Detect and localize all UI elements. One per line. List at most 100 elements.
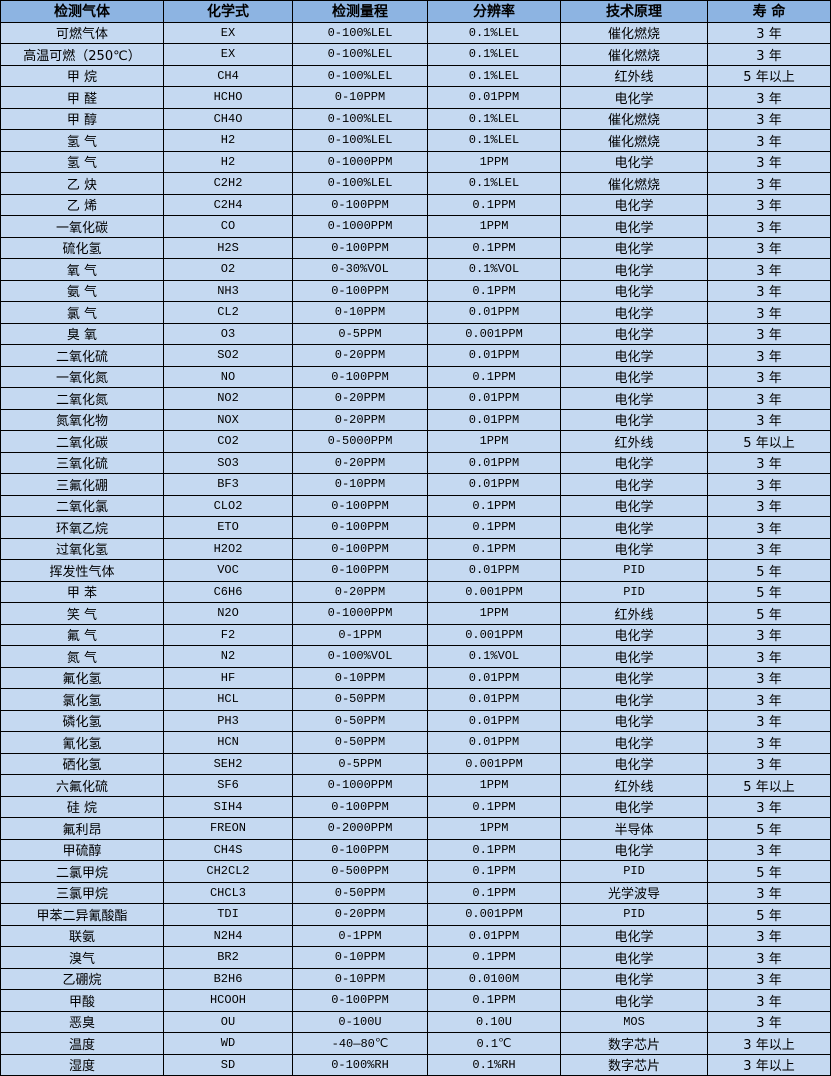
cell-lifespan: 3 年 (707, 258, 831, 281)
cell-formula: C6H6 (163, 580, 293, 603)
cell-principle: 电化学 (560, 688, 708, 711)
cell-formula: TDI (163, 903, 293, 926)
table-row: 臭 氧 O3 0-5PPM 0.001PPM 电化学 3 年 (0, 322, 831, 345)
cell-gas: 二氧化氯 (0, 494, 164, 517)
cell-resolution: 0.01PPM (427, 473, 561, 496)
cell-lifespan: 3 年 (707, 322, 831, 345)
header-range: 检测量程 (292, 0, 428, 23)
cell-principle: 电化学 (560, 752, 708, 775)
table-row: 氮 气 N2 0-100%VOL 0.1%VOL 电化学 3 年 (0, 645, 831, 668)
cell-range: 0-10PPM (292, 473, 428, 496)
cell-gas: 过氧化氢 (0, 537, 164, 560)
cell-formula: SO3 (163, 451, 293, 474)
cell-lifespan: 3 年 (707, 967, 831, 990)
cell-formula: H2O2 (163, 537, 293, 560)
cell-lifespan: 3 年 (707, 666, 831, 689)
cell-lifespan: 3 年 (707, 795, 831, 818)
table-row: 氟利昂 FREON 0-2000PPM 1PPM 半导体 5 年 (0, 817, 831, 840)
cell-principle: 催化燃烧 (560, 43, 708, 66)
cell-lifespan: 3 年 (707, 129, 831, 152)
table-row: 一氧化碳 CO 0-1000PPM 1PPM 电化学 3 年 (0, 215, 831, 238)
cell-resolution: 0.1%LEL (427, 107, 561, 130)
cell-resolution: 0.001PPM (427, 752, 561, 775)
cell-principle: 电化学 (560, 344, 708, 367)
cell-gas: 温度 (0, 1032, 164, 1055)
table-row: 恶臭 OU 0-100U 0.10U MOS 3 年 (0, 1010, 831, 1033)
cell-principle: 电化学 (560, 795, 708, 818)
cell-principle: 催化燃烧 (560, 172, 708, 195)
cell-range: 0-5PPM (292, 322, 428, 345)
cell-formula: CL2 (163, 301, 293, 324)
table-row: 过氧化氢 H2O2 0-100PPM 0.1PPM 电化学 3 年 (0, 537, 831, 560)
cell-principle: 电化学 (560, 258, 708, 281)
cell-formula: HCL (163, 688, 293, 711)
table-row: 乙 烯 C2H4 0-100PPM 0.1PPM 电化学 3 年 (0, 193, 831, 216)
header-formula: 化学式 (163, 0, 293, 23)
cell-range: 0-10PPM (292, 301, 428, 324)
cell-resolution: 0.01PPM (427, 344, 561, 367)
cell-resolution: 0.001PPM (427, 623, 561, 646)
cell-range: 0-500PPM (292, 860, 428, 883)
cell-lifespan: 5 年 (707, 860, 831, 883)
table-row: 硅 烷 SIH4 0-100PPM 0.1PPM 电化学 3 年 (0, 795, 831, 818)
cell-formula: H2S (163, 236, 293, 259)
cell-range: 0-100PPM (292, 537, 428, 560)
cell-lifespan: 3 年 (707, 623, 831, 646)
cell-lifespan: 3 年 (707, 473, 831, 496)
cell-gas: 二氯甲烷 (0, 860, 164, 883)
cell-lifespan: 3 年 (707, 838, 831, 861)
table-row: 二氧化氯 CLO2 0-100PPM 0.1PPM 电化学 3 年 (0, 494, 831, 517)
cell-lifespan: 5 年 (707, 580, 831, 603)
cell-resolution: 0.1PPM (427, 795, 561, 818)
cell-gas: 氧 气 (0, 258, 164, 281)
table-row: 甲 醛 HCHO 0-10PPM 0.01PPM 电化学 3 年 (0, 86, 831, 109)
cell-formula: BR2 (163, 946, 293, 969)
table-row: 湿度 SD 0-100%RH 0.1%RH 数字芯片 3 年以上 (0, 1053, 831, 1076)
cell-range: 0-1PPM (292, 623, 428, 646)
cell-gas: 氨 气 (0, 279, 164, 302)
cell-formula: BF3 (163, 473, 293, 496)
table-row: 氯化氢 HCL 0-50PPM 0.01PPM 电化学 3 年 (0, 688, 831, 711)
cell-resolution: 0.1%LEL (427, 172, 561, 195)
cell-formula: H2 (163, 150, 293, 173)
cell-resolution: 0.01PPM (427, 709, 561, 732)
cell-range: 0-50PPM (292, 881, 428, 904)
table-row: 二氯甲烷 CH2CL2 0-500PPM 0.1PPM PID 5 年 (0, 860, 831, 883)
table-row: 甲 烷 CH4 0-100%LEL 0.1%LEL 红外线 5 年以上 (0, 64, 831, 87)
cell-resolution: 0.1PPM (427, 989, 561, 1012)
cell-range: 0-1000PPM (292, 602, 428, 625)
cell-principle: 电化学 (560, 387, 708, 410)
cell-resolution: 0.01PPM (427, 451, 561, 474)
cell-gas: 笑 气 (0, 602, 164, 625)
cell-principle: 电化学 (560, 709, 708, 732)
cell-lifespan: 3 年 (707, 752, 831, 775)
cell-lifespan: 3 年 (707, 946, 831, 969)
cell-gas: 一氧化氮 (0, 365, 164, 388)
cell-lifespan: 3 年 (707, 86, 831, 109)
cell-formula: SEH2 (163, 752, 293, 775)
table-row: 氯 气 CL2 0-10PPM 0.01PPM 电化学 3 年 (0, 301, 831, 324)
cell-gas: 挥发性气体 (0, 559, 164, 582)
cell-range: 0-1000PPM (292, 215, 428, 238)
cell-lifespan: 3 年以上 (707, 1032, 831, 1055)
table-row: 联氨 N2H4 0-1PPM 0.01PPM 电化学 3 年 (0, 924, 831, 947)
cell-lifespan: 5 年以上 (707, 774, 831, 797)
cell-range: 0-20PPM (292, 580, 428, 603)
cell-principle: 红外线 (560, 430, 708, 453)
cell-formula: SO2 (163, 344, 293, 367)
cell-lifespan: 3 年 (707, 688, 831, 711)
table-row: 乙 炔 C2H2 0-100%LEL 0.1%LEL 催化燃烧 3 年 (0, 172, 831, 195)
cell-gas: 二氧化氮 (0, 387, 164, 410)
cell-formula: CHCL3 (163, 881, 293, 904)
table-row: 可燃气体 EX 0-100%LEL 0.1%LEL 催化燃烧 3 年 (0, 21, 831, 44)
cell-lifespan: 3 年 (707, 537, 831, 560)
cell-range: 0-5000PPM (292, 430, 428, 453)
cell-range: 0-10PPM (292, 86, 428, 109)
cell-principle: 催化燃烧 (560, 129, 708, 152)
cell-principle: 电化学 (560, 666, 708, 689)
cell-formula: HCN (163, 731, 293, 754)
cell-gas: 乙 烯 (0, 193, 164, 216)
cell-lifespan: 3 年 (707, 1010, 831, 1033)
cell-formula: NO2 (163, 387, 293, 410)
